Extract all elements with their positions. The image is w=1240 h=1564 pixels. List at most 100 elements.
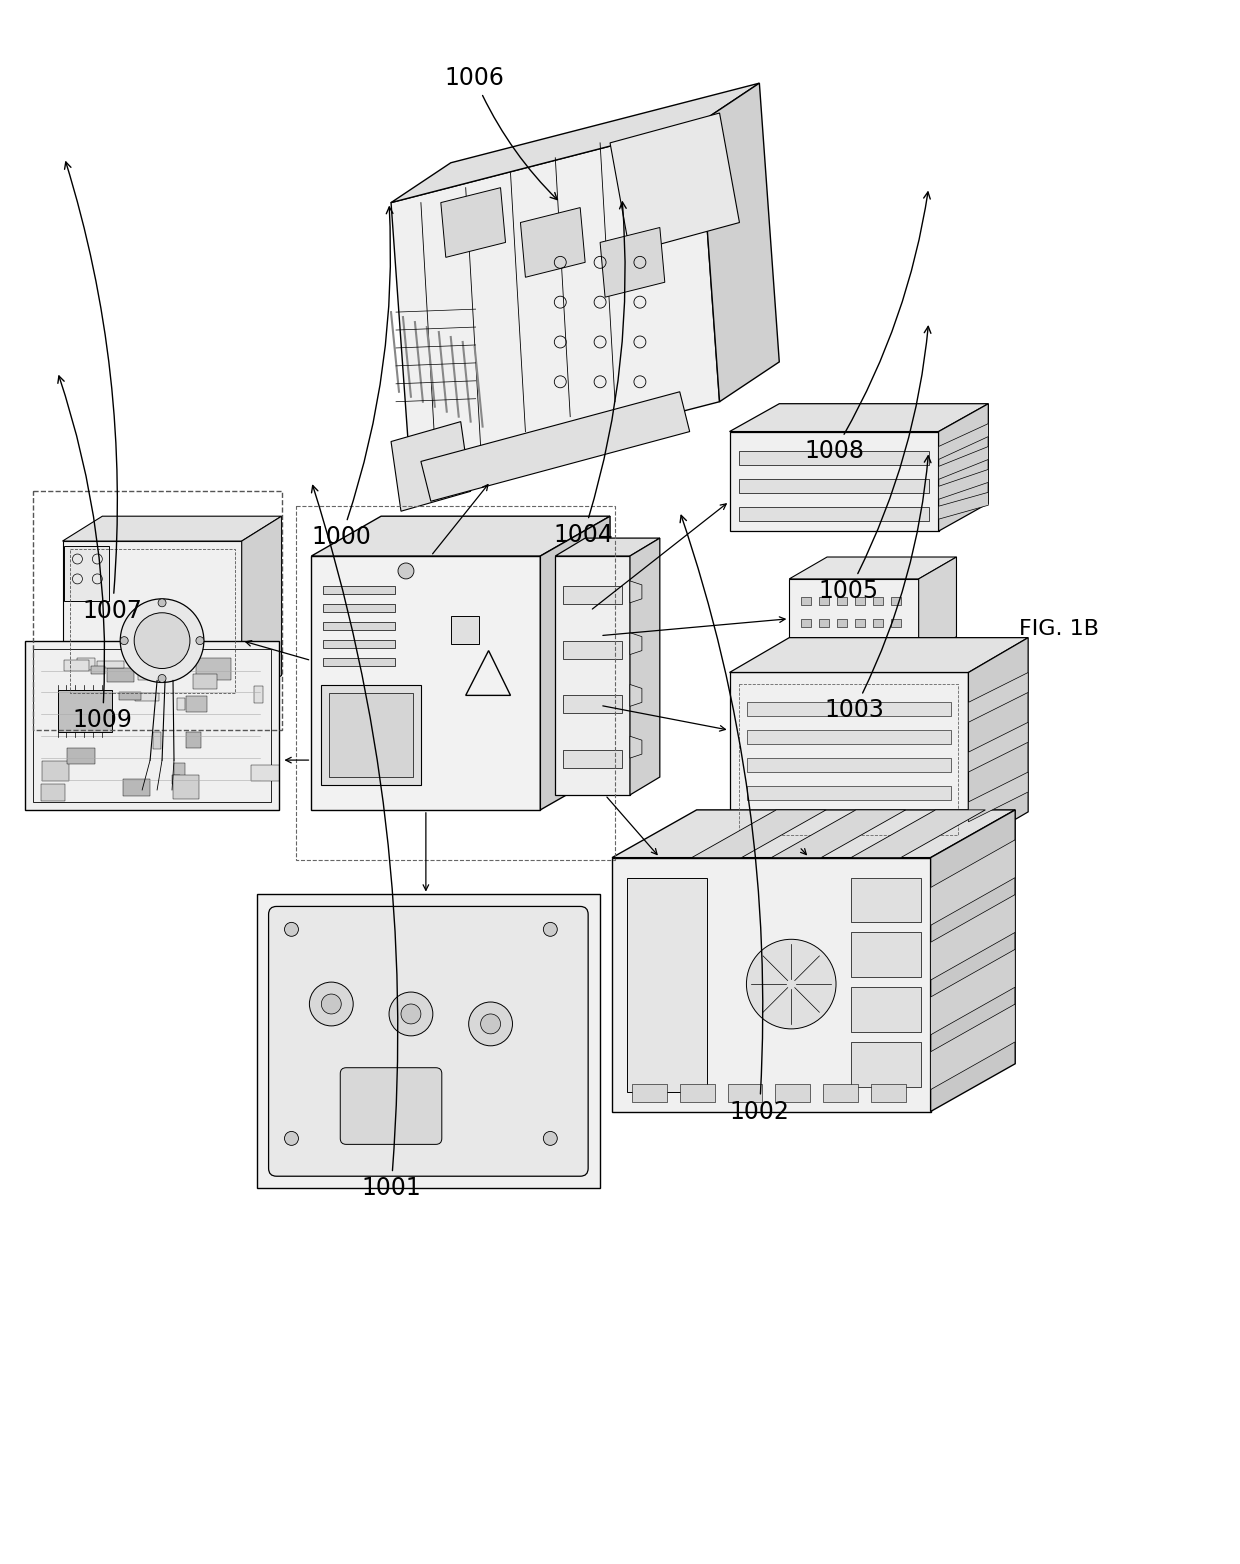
Bar: [97, 662, 124, 668]
Bar: [186, 696, 207, 712]
Bar: [748, 702, 951, 716]
Bar: [801, 619, 811, 627]
Bar: [139, 657, 174, 674]
Bar: [870, 1084, 905, 1101]
Polygon shape: [729, 432, 939, 532]
Bar: [890, 641, 900, 649]
Bar: [748, 787, 951, 799]
Polygon shape: [729, 404, 988, 432]
Text: FIG. 1B: FIG. 1B: [1019, 619, 1100, 640]
Bar: [801, 597, 811, 605]
Polygon shape: [541, 516, 610, 810]
Bar: [196, 658, 231, 680]
Bar: [42, 762, 69, 780]
Bar: [371, 1153, 410, 1173]
Polygon shape: [930, 810, 1016, 1112]
Bar: [138, 668, 157, 680]
Polygon shape: [939, 493, 988, 519]
Polygon shape: [630, 737, 642, 759]
Text: 1009: 1009: [58, 375, 133, 732]
Polygon shape: [630, 633, 642, 655]
Bar: [890, 619, 900, 627]
Polygon shape: [968, 673, 1028, 723]
Text: 1004: 1004: [553, 202, 626, 547]
Bar: [820, 641, 830, 649]
Bar: [119, 691, 141, 699]
Bar: [174, 776, 198, 799]
Bar: [748, 730, 951, 744]
Bar: [171, 774, 180, 784]
Bar: [563, 696, 622, 713]
Polygon shape: [311, 557, 541, 810]
Polygon shape: [968, 723, 1028, 773]
Circle shape: [310, 982, 353, 1026]
Bar: [837, 641, 847, 649]
Polygon shape: [391, 124, 719, 482]
Circle shape: [196, 637, 203, 644]
Polygon shape: [968, 773, 1028, 821]
Polygon shape: [556, 538, 660, 557]
Bar: [77, 657, 95, 671]
Polygon shape: [420, 391, 689, 502]
Bar: [321, 685, 420, 785]
Circle shape: [157, 674, 166, 682]
Text: 1002: 1002: [680, 515, 790, 1123]
Bar: [324, 657, 396, 666]
Polygon shape: [613, 857, 930, 1112]
Bar: [257, 895, 600, 1189]
Bar: [837, 597, 847, 605]
Polygon shape: [62, 516, 281, 541]
Bar: [193, 674, 217, 690]
Circle shape: [157, 599, 166, 607]
Bar: [108, 668, 134, 682]
Circle shape: [389, 992, 433, 1035]
Bar: [32, 649, 270, 802]
Bar: [890, 597, 900, 605]
Polygon shape: [391, 83, 759, 203]
Polygon shape: [556, 557, 630, 795]
Polygon shape: [771, 810, 905, 857]
Bar: [123, 779, 150, 796]
Polygon shape: [729, 673, 968, 846]
Bar: [873, 619, 883, 627]
Bar: [823, 1084, 858, 1101]
Bar: [563, 641, 622, 658]
Bar: [728, 1084, 763, 1101]
Bar: [324, 640, 396, 647]
Bar: [330, 693, 413, 777]
Bar: [854, 619, 864, 627]
Polygon shape: [919, 557, 956, 658]
Text: 1005: 1005: [818, 327, 931, 602]
Bar: [301, 949, 556, 1049]
Bar: [186, 732, 201, 748]
Circle shape: [321, 995, 341, 1013]
Bar: [177, 699, 185, 710]
Polygon shape: [939, 424, 988, 460]
Bar: [851, 1042, 920, 1087]
Bar: [851, 932, 920, 978]
Polygon shape: [930, 1004, 1016, 1090]
Bar: [739, 452, 929, 466]
Bar: [57, 690, 113, 732]
Bar: [627, 877, 707, 1092]
Polygon shape: [939, 404, 988, 532]
Polygon shape: [521, 208, 585, 277]
Polygon shape: [699, 83, 779, 402]
FancyBboxPatch shape: [340, 1068, 441, 1145]
Circle shape: [120, 599, 203, 682]
Circle shape: [746, 940, 836, 1029]
Polygon shape: [600, 227, 665, 297]
Bar: [854, 641, 864, 649]
Polygon shape: [789, 579, 919, 658]
Text: 1007: 1007: [64, 163, 143, 622]
Bar: [64, 660, 89, 671]
Circle shape: [284, 1131, 299, 1145]
Polygon shape: [968, 638, 1028, 846]
Bar: [837, 619, 847, 627]
Bar: [739, 685, 959, 835]
Bar: [613, 755, 627, 766]
Bar: [801, 641, 811, 649]
Bar: [135, 693, 160, 701]
Polygon shape: [789, 557, 956, 579]
Bar: [41, 784, 66, 801]
